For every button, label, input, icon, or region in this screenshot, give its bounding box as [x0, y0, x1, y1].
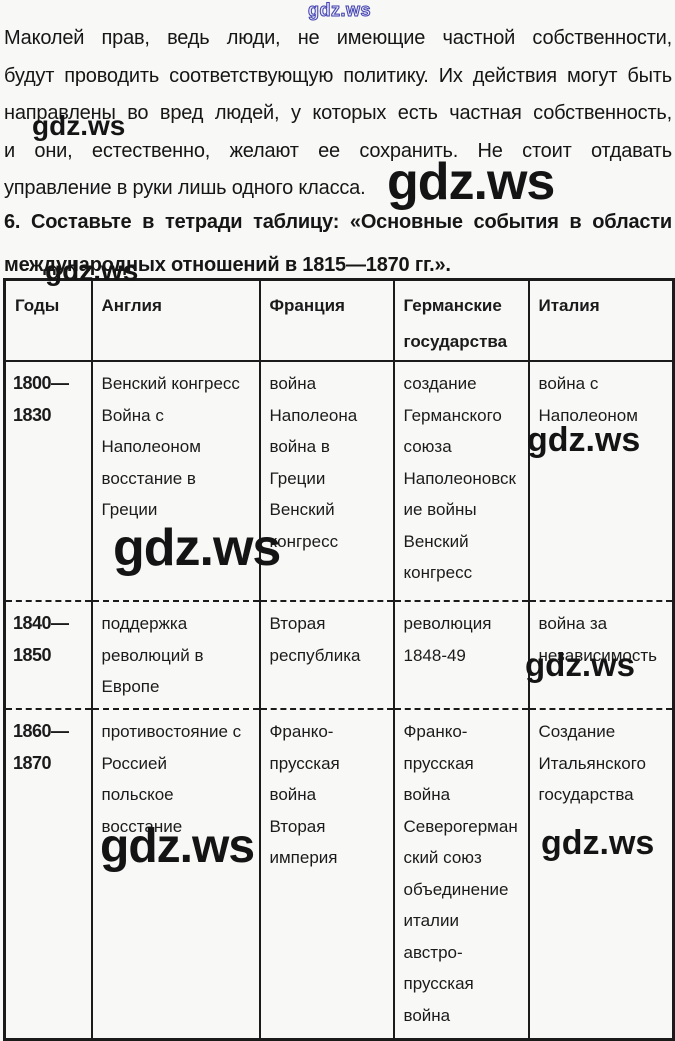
table-header-row: Годы Англия Франция Германские государст…	[3, 279, 674, 361]
intro-paragraph: Маколей прав, ведь люди, не имеющие част…	[4, 20, 672, 208]
cell-england: противостояние с Россией польское восста…	[90, 708, 260, 1039]
task-heading-line: 6. Составьте в тетради таблицу: «Основны…	[4, 211, 672, 233]
cell-italy: Создание Итальянского государства	[527, 708, 674, 1039]
task-heading: 6. Составьте в тетради таблицу: «Основны…	[4, 201, 672, 287]
cell-england: поддержка революций в Европе	[90, 600, 260, 709]
cell-germany: революция 1848-49	[392, 600, 529, 709]
events-table: Годы Англия Франция Германские государст…	[3, 278, 675, 1041]
cell-france: война Наполеона война в Греции Венский к…	[258, 360, 394, 601]
paragraph-line: будут проводить соответствующую политику…	[4, 64, 672, 87]
table-row: 1860— 1870 противостояние с Россией поль…	[3, 708, 674, 1039]
cell-years: 1860— 1870	[3, 708, 92, 1039]
cell-france: Франко- прусская война Вторая империя	[258, 708, 394, 1039]
paragraph-line: и они, естественно, желают ее сохранить.…	[4, 139, 672, 162]
cell-germany: Франко- прусская война Северогерман ский…	[392, 708, 529, 1039]
watermark-row3-england: gdz.ws	[100, 820, 255, 873]
cell-years: 1800— 1830	[3, 360, 92, 601]
header-france: Франция	[258, 279, 394, 361]
watermark-row2-italy: gdz.ws	[525, 646, 636, 683]
watermark-table-top: gdz.ws	[45, 255, 139, 286]
watermark-row1-italy: gdz.ws	[527, 421, 641, 459]
header-years: Годы	[3, 279, 92, 361]
watermark-paragraph-left: gdz.ws	[32, 110, 126, 141]
cell-england: Венский конгресс Война с Наполеоном восс…	[90, 360, 260, 601]
paragraph-line: направлены во вред людей, у которых есть…	[4, 102, 672, 125]
watermark-paragraph-large: gdz.ws	[387, 153, 555, 211]
watermark-row1-england: gdz.ws	[113, 519, 281, 577]
watermark-row3-italy: gdz.ws	[541, 824, 655, 862]
header-england: Англия	[90, 279, 260, 361]
paragraph-line: Маколей прав, ведь люди, не имеющие част…	[4, 27, 672, 49]
cell-france: Вторая республика	[258, 600, 394, 709]
table-row: 1840— 1850 поддержка революций в Европе …	[3, 600, 674, 709]
cell-italy: война за независимость	[527, 600, 674, 709]
cell-germany: создание Германского союза Наполеоновск …	[392, 360, 529, 601]
watermark-site-logo: gdz.ws	[307, 0, 372, 20]
cell-years: 1840— 1850	[3, 600, 92, 709]
task-heading-line: международных отношений в 1815—1870 гг.»…	[4, 254, 451, 276]
paragraph-line: управление в руки лишь одного класса.	[4, 177, 366, 200]
header-germany: Германские государства	[392, 279, 529, 361]
events-table-container: Годы Англия Франция Германские государст…	[3, 278, 675, 1041]
header-italy: Италия	[527, 279, 674, 361]
cell-italy: война с Наполеоном	[527, 360, 674, 601]
table-row: 1800— 1830 Венский конгресс Война с Напо…	[3, 360, 674, 601]
